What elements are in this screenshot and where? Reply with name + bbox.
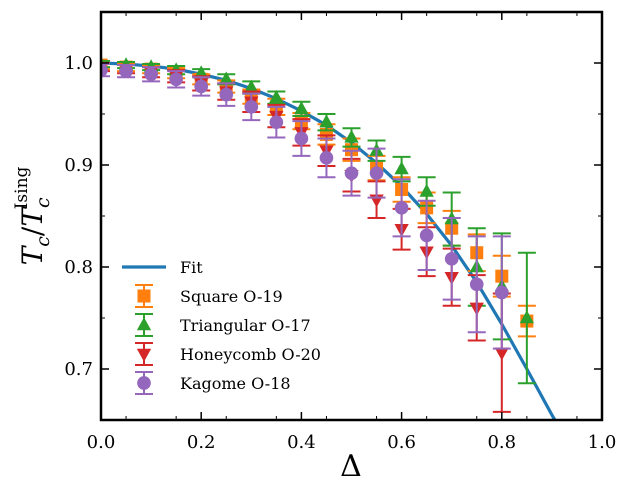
data-point bbox=[244, 100, 259, 114]
y-label-sup: Ising bbox=[12, 166, 32, 209]
x-tick-label: 0.6 bbox=[387, 432, 416, 453]
legend-entry-fit: Fit bbox=[122, 258, 203, 277]
legend-marker bbox=[137, 376, 151, 390]
data-point bbox=[519, 310, 534, 324]
legend: Fit Square O-19 Triangular O-17 Honeycomb O… bbox=[122, 258, 321, 395]
data-point bbox=[394, 201, 409, 215]
data-point bbox=[219, 71, 234, 85]
svg-text:Tc/TcIsing: Tc/TcIsing bbox=[12, 166, 54, 265]
legend-marker bbox=[137, 289, 151, 303]
y-tick-label: 1.0 bbox=[64, 53, 93, 74]
x-axis-label: Δ bbox=[340, 449, 362, 481]
series-square-o-19 bbox=[101, 58, 536, 338]
legend-label: Fit bbox=[180, 258, 203, 277]
data-point bbox=[194, 65, 209, 79]
fit-line bbox=[101, 61, 557, 420]
data-point bbox=[101, 63, 108, 77]
y-label-sub1: c bbox=[32, 236, 54, 247]
data-point bbox=[269, 115, 284, 129]
data-point bbox=[419, 183, 434, 197]
y-tick-label: 0.8 bbox=[64, 257, 93, 278]
y-label-sub2: c bbox=[32, 197, 54, 208]
legend-entry-honeycomb-o-20: Honeycomb O-20 bbox=[135, 342, 321, 366]
data-point bbox=[169, 72, 183, 87]
y-label-main2: T bbox=[16, 206, 49, 227]
data-point bbox=[344, 166, 359, 180]
data-point bbox=[319, 151, 334, 165]
data-point bbox=[219, 87, 234, 102]
data-point bbox=[369, 166, 384, 180]
data-point bbox=[269, 89, 284, 103]
data-point bbox=[444, 252, 459, 266]
legend-marker bbox=[136, 348, 152, 362]
x-tick-label: 0.4 bbox=[287, 432, 316, 453]
legend-marker bbox=[136, 317, 152, 331]
series-kagome-o-18 bbox=[101, 63, 511, 350]
x-tick-label: 1.0 bbox=[588, 432, 617, 453]
data-point bbox=[244, 79, 259, 93]
tick-layer: 0.0 0.2 0.4 0.6 0.8 1.0 0.7 0.8 0.9 1.0 bbox=[64, 12, 616, 453]
data-layer bbox=[101, 56, 557, 420]
x-tick-label: 0.2 bbox=[187, 432, 216, 453]
data-point bbox=[144, 67, 158, 82]
data-point bbox=[494, 347, 509, 361]
x-tick-label: 0.0 bbox=[87, 432, 116, 453]
data-point bbox=[119, 64, 133, 78]
legend-entry-triangular-o-17: Triangular O-17 bbox=[135, 313, 311, 337]
y-label-slash: / bbox=[16, 226, 49, 236]
data-point bbox=[294, 131, 309, 146]
x-tick-label: 0.8 bbox=[487, 432, 516, 453]
series-triangular-o-17 bbox=[101, 56, 536, 385]
data-point bbox=[494, 285, 509, 300]
y-tick-label: 0.7 bbox=[64, 359, 93, 380]
legend-entry-square-o-19: Square O-19 bbox=[135, 284, 283, 308]
legend-label: Triangular O-17 bbox=[180, 316, 311, 335]
y-label-main: T bbox=[16, 244, 49, 265]
data-point bbox=[319, 114, 334, 128]
legend-label: Kagome O-18 bbox=[180, 374, 291, 393]
data-point bbox=[469, 277, 484, 292]
legend-entry-kagome-o-18: Kagome O-18 bbox=[135, 371, 291, 395]
data-point bbox=[419, 228, 434, 243]
legend-label: Honeycomb O-20 bbox=[180, 345, 321, 364]
data-point bbox=[394, 161, 409, 175]
y-axis-label: Tc/TcIsing bbox=[12, 166, 54, 265]
data-point bbox=[294, 101, 309, 115]
data-point bbox=[194, 79, 209, 94]
legend-label: Square O-19 bbox=[180, 287, 283, 306]
y-tick-label: 0.9 bbox=[64, 155, 93, 176]
data-point bbox=[344, 129, 359, 143]
